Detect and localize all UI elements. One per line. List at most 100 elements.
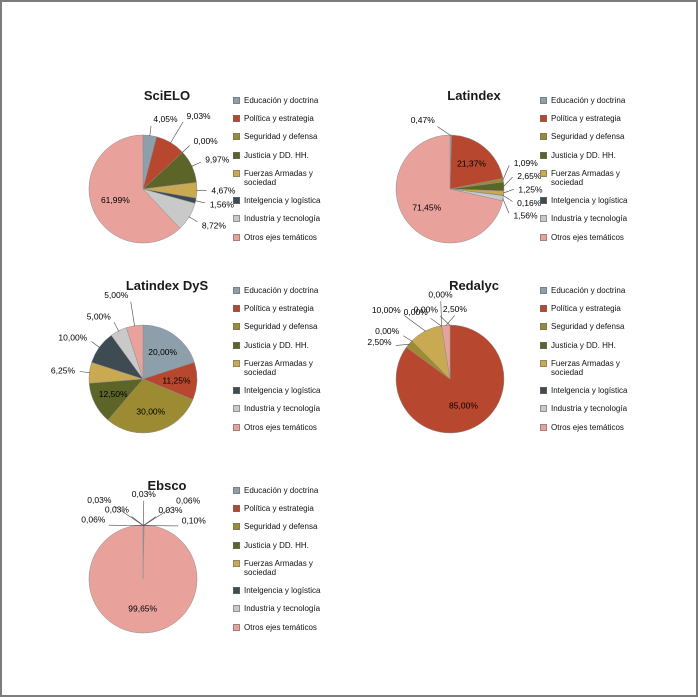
pie-value-label: 0,00% bbox=[414, 304, 439, 314]
label-leader-line bbox=[395, 343, 410, 346]
legend-label: Intelgencia y logística bbox=[244, 586, 321, 596]
legend-swatch bbox=[233, 541, 240, 549]
legend-item: Otros ejes temáticos bbox=[233, 623, 339, 632]
legend-label: Intelgencia y logística bbox=[551, 196, 628, 206]
legend-label: Intelgencia y logística bbox=[244, 196, 321, 206]
pie-slice bbox=[88, 524, 198, 634]
chart-latindex-dys: Latindex DyS 20,00% 11,25% 30,00% 12,50% 6,2… bbox=[47, 278, 347, 468]
legend-swatch bbox=[233, 97, 240, 104]
legend-item: Intelgencia y logística bbox=[233, 196, 339, 205]
label-leader-line bbox=[191, 161, 201, 167]
pie-value-label: 0,06% bbox=[81, 515, 106, 525]
legend-item: Industria y tecnología bbox=[233, 404, 339, 413]
chart-legend: Educación y doctrina Política y estrategi… bbox=[540, 286, 646, 441]
pie-value-label: 9,97% bbox=[205, 154, 230, 164]
pie-value-label: 1,56% bbox=[513, 211, 538, 221]
legend-swatch bbox=[233, 359, 240, 367]
label-leader-line bbox=[170, 121, 184, 144]
legend-item: Justicia y DD. HH. bbox=[233, 541, 339, 550]
pie: 21,37% 71,45% 0,47% 1,09% 2,65% 1,25% 0,16% 1,5… bbox=[395, 115, 543, 244]
label-leader-line bbox=[91, 341, 100, 348]
legend-swatch bbox=[540, 359, 547, 367]
pie-slice bbox=[88, 134, 181, 244]
chart-title: Latindex DyS bbox=[125, 278, 209, 293]
pie-value-label: 71,45% bbox=[412, 203, 441, 213]
pie-value-label: 21,37% bbox=[457, 158, 486, 168]
legend-label: Intelgencia y logística bbox=[244, 386, 321, 396]
legend-swatch bbox=[540, 151, 547, 159]
pie-value-label: 20,00% bbox=[148, 347, 177, 357]
pie-value-label: 0,03% bbox=[87, 495, 112, 505]
legend-item: Educación y doctrina bbox=[233, 96, 339, 105]
legend-swatch bbox=[233, 133, 240, 141]
legend-label: Educación y doctrina bbox=[244, 96, 319, 105]
label-leader-line bbox=[149, 125, 152, 137]
legend-item: Otros ejes temáticos bbox=[540, 233, 646, 242]
legend-item: Política y estrategia bbox=[233, 504, 339, 513]
label-leader-line bbox=[445, 315, 455, 326]
legend-swatch bbox=[540, 233, 547, 241]
legend-label: Industria y tecnología bbox=[551, 404, 628, 414]
pie-value-label: 99,65% bbox=[128, 604, 157, 614]
legend-label: Otros ejes temáticos bbox=[551, 422, 624, 432]
legend-label: Seguridad y defensa bbox=[551, 322, 625, 332]
legend-swatch bbox=[233, 341, 240, 349]
legend-swatch bbox=[233, 323, 240, 331]
legend-item: Fuerzas Armadas y sociedad bbox=[233, 169, 339, 187]
chart-title: Redalyc bbox=[449, 278, 499, 293]
legend-label: Fuerzas Armadas y sociedad bbox=[244, 558, 313, 577]
pie-value-label: 5,00% bbox=[104, 290, 129, 300]
legend-item: Política y estrategia bbox=[233, 304, 339, 313]
legend-swatch bbox=[233, 197, 240, 205]
legend-label: Justicia y DD. HH. bbox=[244, 540, 309, 550]
legend-label: Educación y doctrina bbox=[244, 486, 319, 495]
pie-value-label: 1,25% bbox=[518, 184, 543, 194]
legend-item: Seguridad y defensa bbox=[233, 322, 339, 331]
legend-swatch bbox=[540, 215, 547, 223]
pie-slice bbox=[395, 134, 503, 244]
legend-label: Seguridad y defensa bbox=[244, 522, 318, 532]
pie-value-label: 2,50% bbox=[367, 337, 392, 347]
legend-item: Industria y tecnología bbox=[540, 214, 646, 223]
legend-item: Industria y tecnología bbox=[233, 604, 339, 613]
label-leader-line bbox=[143, 506, 174, 526]
pie: 20,00% 11,25% 30,00% 12,50% 6,25% 10,00% 5,00%… bbox=[51, 290, 198, 434]
label-leader-line bbox=[181, 145, 190, 153]
chart-title: Latindex bbox=[447, 88, 501, 103]
legend-label: Industria y tecnología bbox=[244, 404, 321, 414]
legend-item: Justicia y DD. HH. bbox=[540, 341, 646, 350]
pie-value-label: 0,00% bbox=[428, 290, 453, 300]
legend-item: Intelgencia y logística bbox=[540, 386, 646, 395]
legend-swatch bbox=[540, 197, 547, 205]
chart-scielo: SciELO 61,99% 4,05% 9,03% 0,00% 9,97% 4,67% 1,… bbox=[47, 88, 347, 278]
legend-label: Fuerzas Armadas y sociedad bbox=[244, 168, 313, 187]
legend-item: Justicia y DD. HH. bbox=[540, 151, 646, 160]
pie-slice bbox=[142, 324, 195, 380]
pie-value-label: 0,47% bbox=[411, 115, 436, 125]
pie-value-label: 10,00% bbox=[372, 305, 401, 315]
legend-swatch bbox=[233, 405, 240, 413]
legend-item: Política y estrategia bbox=[233, 114, 339, 123]
legend-label: Fuerzas Armadas y sociedad bbox=[551, 168, 620, 187]
legend-swatch bbox=[540, 305, 547, 313]
pie-value-label: 9,03% bbox=[187, 111, 212, 121]
label-leader-line bbox=[130, 301, 135, 327]
pie-value-label: 0,00% bbox=[194, 136, 219, 146]
legend-label: Educación y doctrina bbox=[551, 286, 626, 295]
pie-value-label: 0,03% bbox=[158, 505, 183, 515]
legend-item: Intelgencia y logística bbox=[233, 386, 339, 395]
legend-swatch bbox=[233, 115, 240, 123]
legend-label: Otros ejes temáticos bbox=[551, 232, 624, 242]
pie-value-label: 8,72% bbox=[202, 220, 227, 230]
pie-slice bbox=[107, 378, 194, 434]
legend-swatch bbox=[233, 423, 240, 431]
legend-item: Seguridad y defensa bbox=[233, 132, 339, 141]
legend-swatch bbox=[233, 487, 240, 494]
pie-value-label: 12,50% bbox=[99, 389, 128, 399]
legend-label: Justicia y DD. HH. bbox=[244, 340, 309, 350]
legend-label: Otros ejes temáticos bbox=[244, 232, 317, 242]
legend-swatch bbox=[233, 151, 240, 159]
pie-value-label: 1,09% bbox=[514, 158, 539, 168]
pie-value-label: 0,10% bbox=[182, 515, 207, 525]
pie: 85,00%0,00%2,50%0,00%10,00% 0,00%0,00%2,5… bbox=[367, 290, 505, 434]
